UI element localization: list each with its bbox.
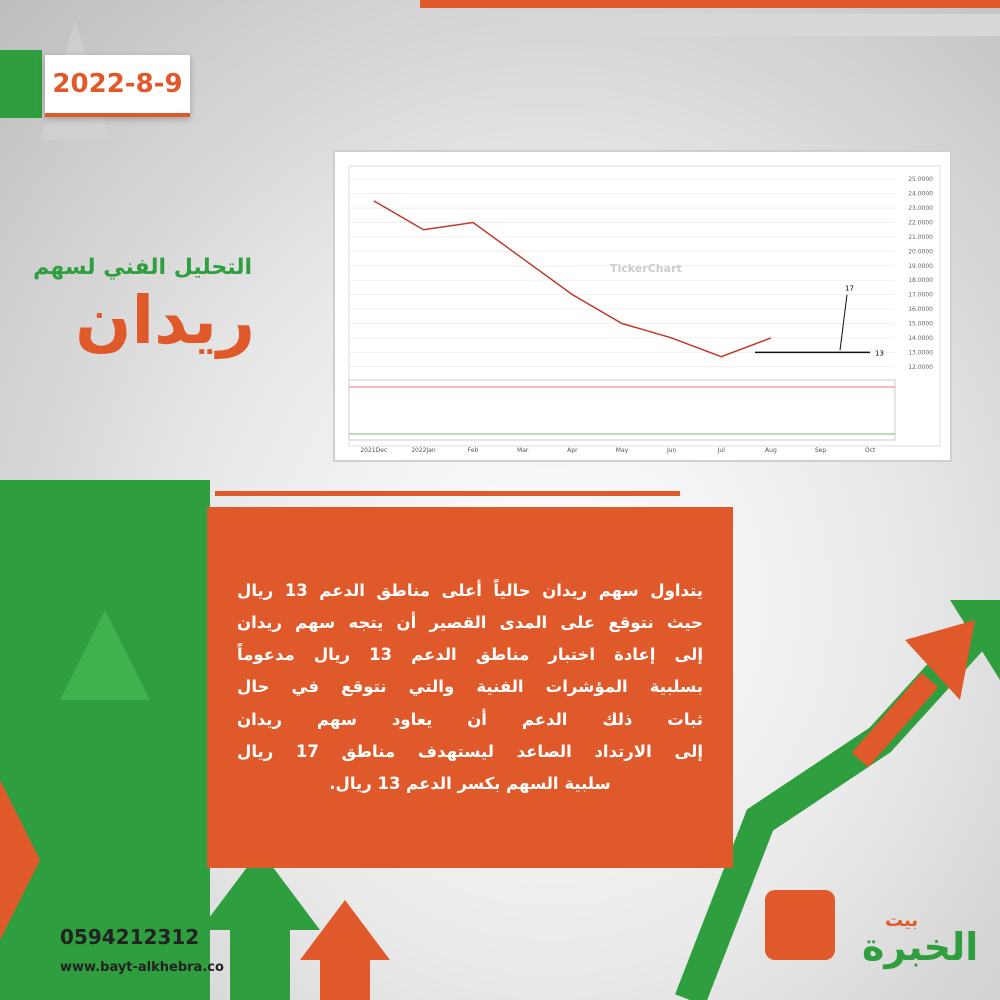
y-tick-label: 15.0000 (908, 321, 933, 328)
side-block (0, 50, 42, 118)
x-tick-label: Jun (666, 447, 677, 454)
logo-main: الخبرة (862, 925, 979, 969)
y-tick-label: 21.0000 (908, 234, 933, 241)
body-line: بسلبية المؤشرات الفنية والتي نتوقع في حا… (237, 677, 703, 697)
y-tick-label: 23.0000 (908, 205, 933, 212)
analysis-box: يتداول سهم ريدان حالياً أعلى مناطق الدعم… (207, 507, 733, 868)
bg-arrow (60, 610, 150, 700)
plot-frame (348, 165, 941, 447)
green-area (0, 480, 210, 1000)
body-line: إلى إعادة اختبار مناطق الدعم 13 ريال مدع… (237, 645, 703, 665)
x-tick-label: Sep (815, 447, 827, 454)
chart: 12.0000 13.0000 14.0000 15.0000 16.0000 17.00… (348, 165, 941, 454)
y-tick-label: 25.0000 (908, 176, 933, 183)
x-tick-label: Aug (765, 447, 777, 454)
y-tick-label: 14.0000 (908, 335, 933, 342)
date: 2022-8-9 (45, 55, 190, 117)
y-tick-label: 12.0000 (908, 364, 933, 371)
y-tick-label: 24.0000 (908, 191, 933, 198)
x-tick-label: Jul (717, 447, 726, 454)
y-tick-label: 19.0000 (908, 263, 933, 270)
x-tick-label: Apr (567, 447, 578, 454)
chart-screenshot: 12.0000 13.0000 14.0000 15.0000 16.0000 17.00… (333, 150, 952, 462)
target-label: 17 (845, 285, 854, 293)
body-line: إلى الارتداد الصاعد ليستهدف مناطق 17 ريا… (237, 741, 703, 761)
phone: 0594212312 (60, 925, 200, 949)
body-line: حيث نتوقع على المدى القصير أن يتجه سهم ر… (237, 613, 703, 633)
subtitle: التحليل الفني لسهم (33, 255, 252, 280)
oscillator-panel (348, 379, 896, 441)
x-tick-label: 2021Dec (360, 447, 387, 454)
orange-square (765, 890, 835, 960)
web-icon (32, 960, 48, 976)
y-tick-label: 17.0000 (908, 292, 933, 299)
arrow-up (300, 900, 390, 1000)
body-line: ثبات ذلك الدعم أن يعاود سهم ريدان (237, 709, 703, 729)
orange-arrow-head (905, 620, 975, 700)
top-bar (420, 0, 1000, 8)
x-tick-label: Oct (865, 447, 876, 454)
website: www.bayt-alkhebra.co (60, 960, 224, 975)
watermark: TickerChart (610, 262, 682, 275)
x-tick-label: Mar (517, 447, 529, 454)
support-label: 13 (875, 349, 884, 357)
target-arrow (839, 294, 848, 351)
y-tick-label: 20.0000 (908, 248, 933, 255)
trend-arrow-head (950, 600, 1000, 680)
y-tick-label: 16.0000 (908, 306, 933, 313)
arrow-up (200, 850, 320, 1000)
top-bar-gray (520, 14, 1000, 36)
whatsapp-icon (29, 923, 51, 945)
body-line: سلبية السهم بكسر الدعم 13 ريال. (329, 773, 611, 793)
title: ريدان (75, 282, 255, 359)
y-tick-label: 13.0000 (908, 349, 933, 356)
orange-arrow (851, 672, 939, 768)
x-tick-label: May (616, 447, 629, 454)
logo-top: بيت (885, 910, 919, 931)
bg-arrow (0, 780, 40, 940)
x-tick-label: Feb (468, 447, 479, 454)
y-tick-label: 18.0000 (908, 277, 933, 284)
price-line (373, 200, 772, 358)
x-tick-label: 2022Jan (411, 447, 436, 454)
rule (215, 491, 680, 496)
body-line: يتداول سهم ريدان حالياً أعلى مناطق الدعم… (237, 580, 703, 600)
y-tick-label: 22.0000 (908, 220, 933, 227)
